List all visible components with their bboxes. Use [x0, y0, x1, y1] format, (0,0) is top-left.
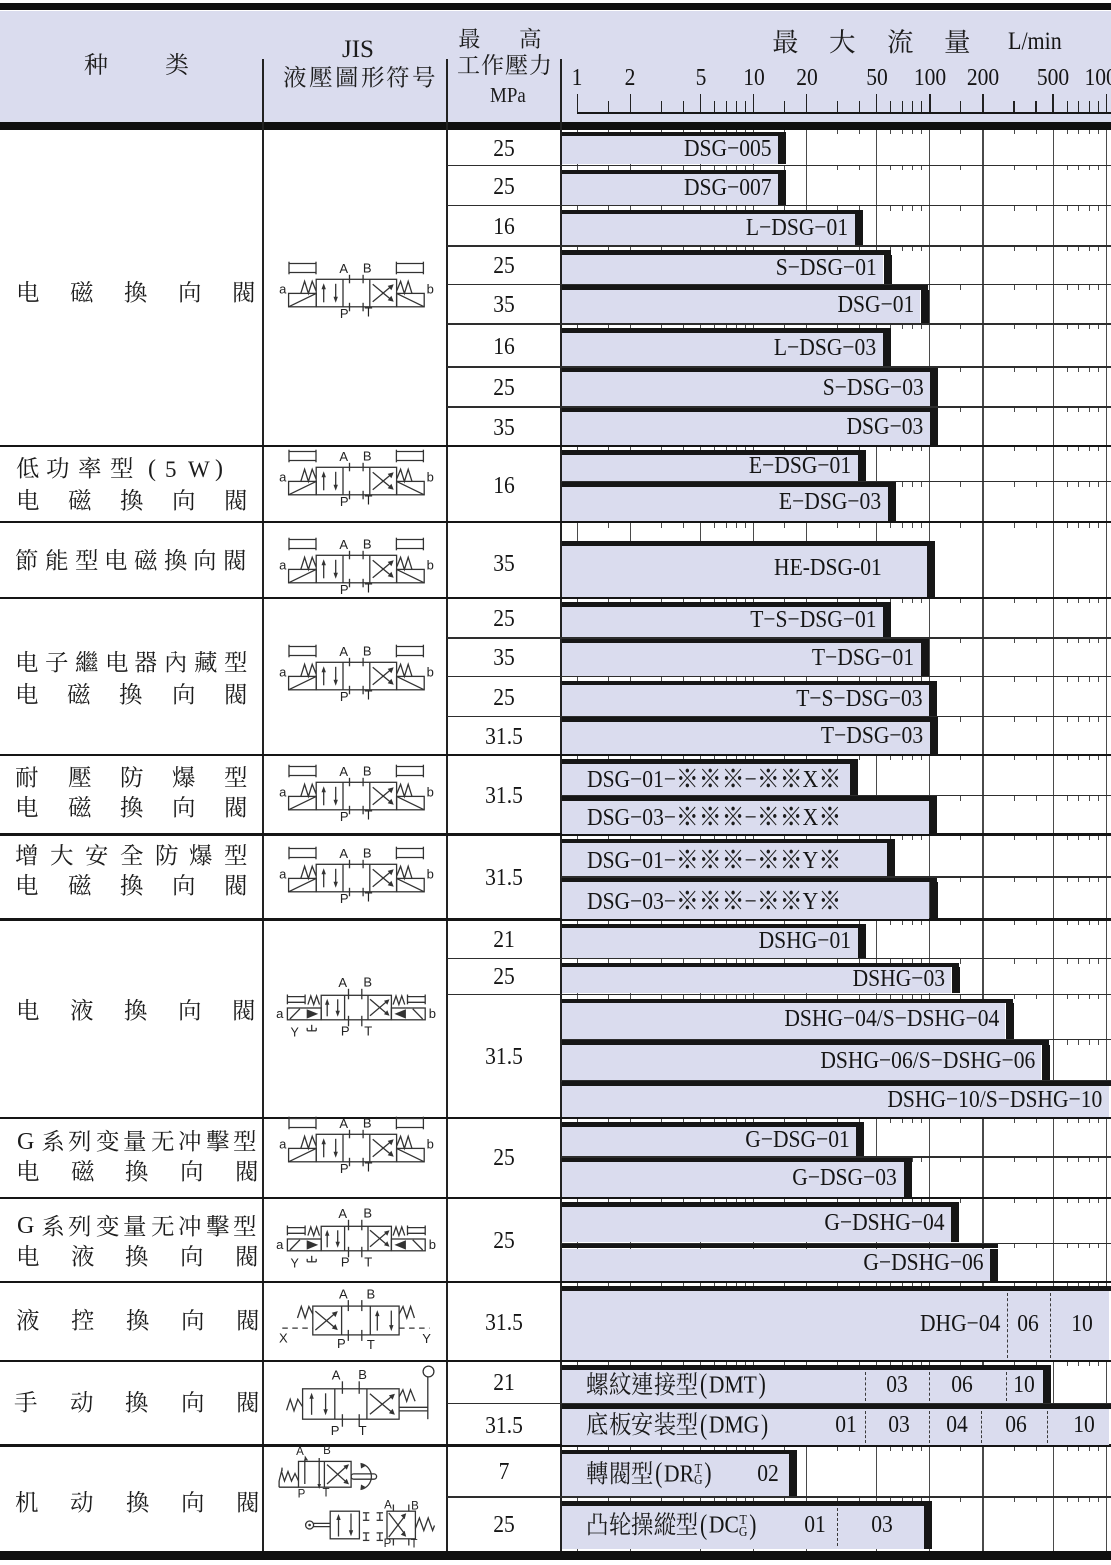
svg-text:P: P — [298, 1489, 306, 1501]
svg-text:A: A — [339, 261, 348, 276]
svg-text:a: a — [276, 1006, 284, 1021]
svg-text:A: A — [339, 1287, 348, 1302]
svg-text:A: A — [332, 1367, 341, 1382]
svg-text:T: T — [410, 1539, 417, 1551]
svg-text:A: A — [296, 1446, 304, 1458]
svg-text:P: P — [340, 809, 349, 824]
svg-text:T: T — [365, 807, 373, 822]
svg-text:T: T — [365, 1159, 373, 1174]
svg-text:T: T — [365, 492, 373, 507]
svg-text:T: T — [364, 1023, 372, 1038]
svg-text:P: P — [341, 1254, 350, 1269]
svg-text:T: T — [364, 1254, 372, 1269]
svg-text:Y: Y — [422, 1331, 431, 1346]
svg-text:T: T — [365, 889, 373, 904]
svg-text:A: A — [339, 449, 348, 464]
svg-text:B: B — [363, 260, 372, 275]
svg-text:a: a — [279, 664, 287, 679]
svg-text:P: P — [331, 1423, 340, 1438]
svg-text:P: P — [337, 1336, 346, 1351]
svg-text:B: B — [363, 448, 372, 463]
svg-text:A: A — [338, 975, 347, 990]
svg-text:B: B — [363, 643, 372, 658]
svg-text:B: B — [411, 1501, 419, 1513]
svg-text:T: T — [367, 1337, 375, 1352]
svg-text:B: B — [358, 1367, 367, 1382]
svg-text:T: T — [359, 1423, 367, 1438]
svg-text:A: A — [384, 1500, 392, 1512]
svg-text:P: P — [341, 1023, 350, 1038]
svg-text:A: A — [339, 537, 348, 552]
svg-text:P: P — [340, 1161, 349, 1176]
svg-text:b: b — [427, 469, 434, 484]
svg-text:a: a — [279, 784, 287, 799]
svg-text:P: P — [340, 891, 349, 906]
svg-text:a: a — [279, 281, 287, 296]
svg-text:B: B — [323, 1445, 331, 1457]
svg-text:b: b — [427, 866, 434, 881]
svg-text:B: B — [363, 974, 372, 989]
svg-text:T: T — [365, 687, 373, 702]
svg-text:P: P — [384, 1538, 392, 1550]
svg-text:B: B — [363, 1205, 372, 1220]
svg-text:A: A — [338, 1206, 347, 1221]
svg-text:Y: Y — [291, 1025, 300, 1039]
svg-text:b: b — [429, 1006, 436, 1021]
svg-text:b: b — [427, 1136, 434, 1151]
svg-text:B: B — [363, 763, 372, 778]
svg-text:a: a — [279, 469, 287, 484]
svg-text:A: A — [339, 846, 348, 861]
svg-text:B: B — [363, 845, 372, 860]
svg-text:Y: Y — [291, 1256, 300, 1270]
svg-text:A: A — [339, 1116, 348, 1131]
svg-text:B: B — [366, 1287, 375, 1302]
svg-text:b: b — [427, 664, 434, 679]
svg-text:P: P — [340, 689, 349, 704]
svg-text:b: b — [429, 1237, 436, 1252]
svg-text:a: a — [279, 1136, 287, 1151]
svg-text:P: P — [340, 494, 349, 509]
svg-text:P: P — [340, 306, 349, 321]
svg-text:A: A — [339, 644, 348, 659]
svg-text:A: A — [339, 764, 348, 779]
svg-text:a: a — [276, 1237, 284, 1252]
svg-text:b: b — [427, 281, 434, 296]
svg-text:B: B — [363, 1115, 372, 1130]
svg-text:T: T — [365, 304, 373, 319]
svg-text:P: P — [340, 582, 349, 597]
svg-text:B: B — [363, 536, 372, 551]
svg-text:a: a — [279, 866, 287, 881]
svg-text:a: a — [279, 557, 287, 572]
svg-text:T: T — [322, 1488, 329, 1500]
svg-text:b: b — [427, 557, 434, 572]
svg-text:X: X — [279, 1331, 288, 1346]
svg-text:T: T — [365, 580, 373, 595]
svg-text:b: b — [427, 784, 434, 799]
